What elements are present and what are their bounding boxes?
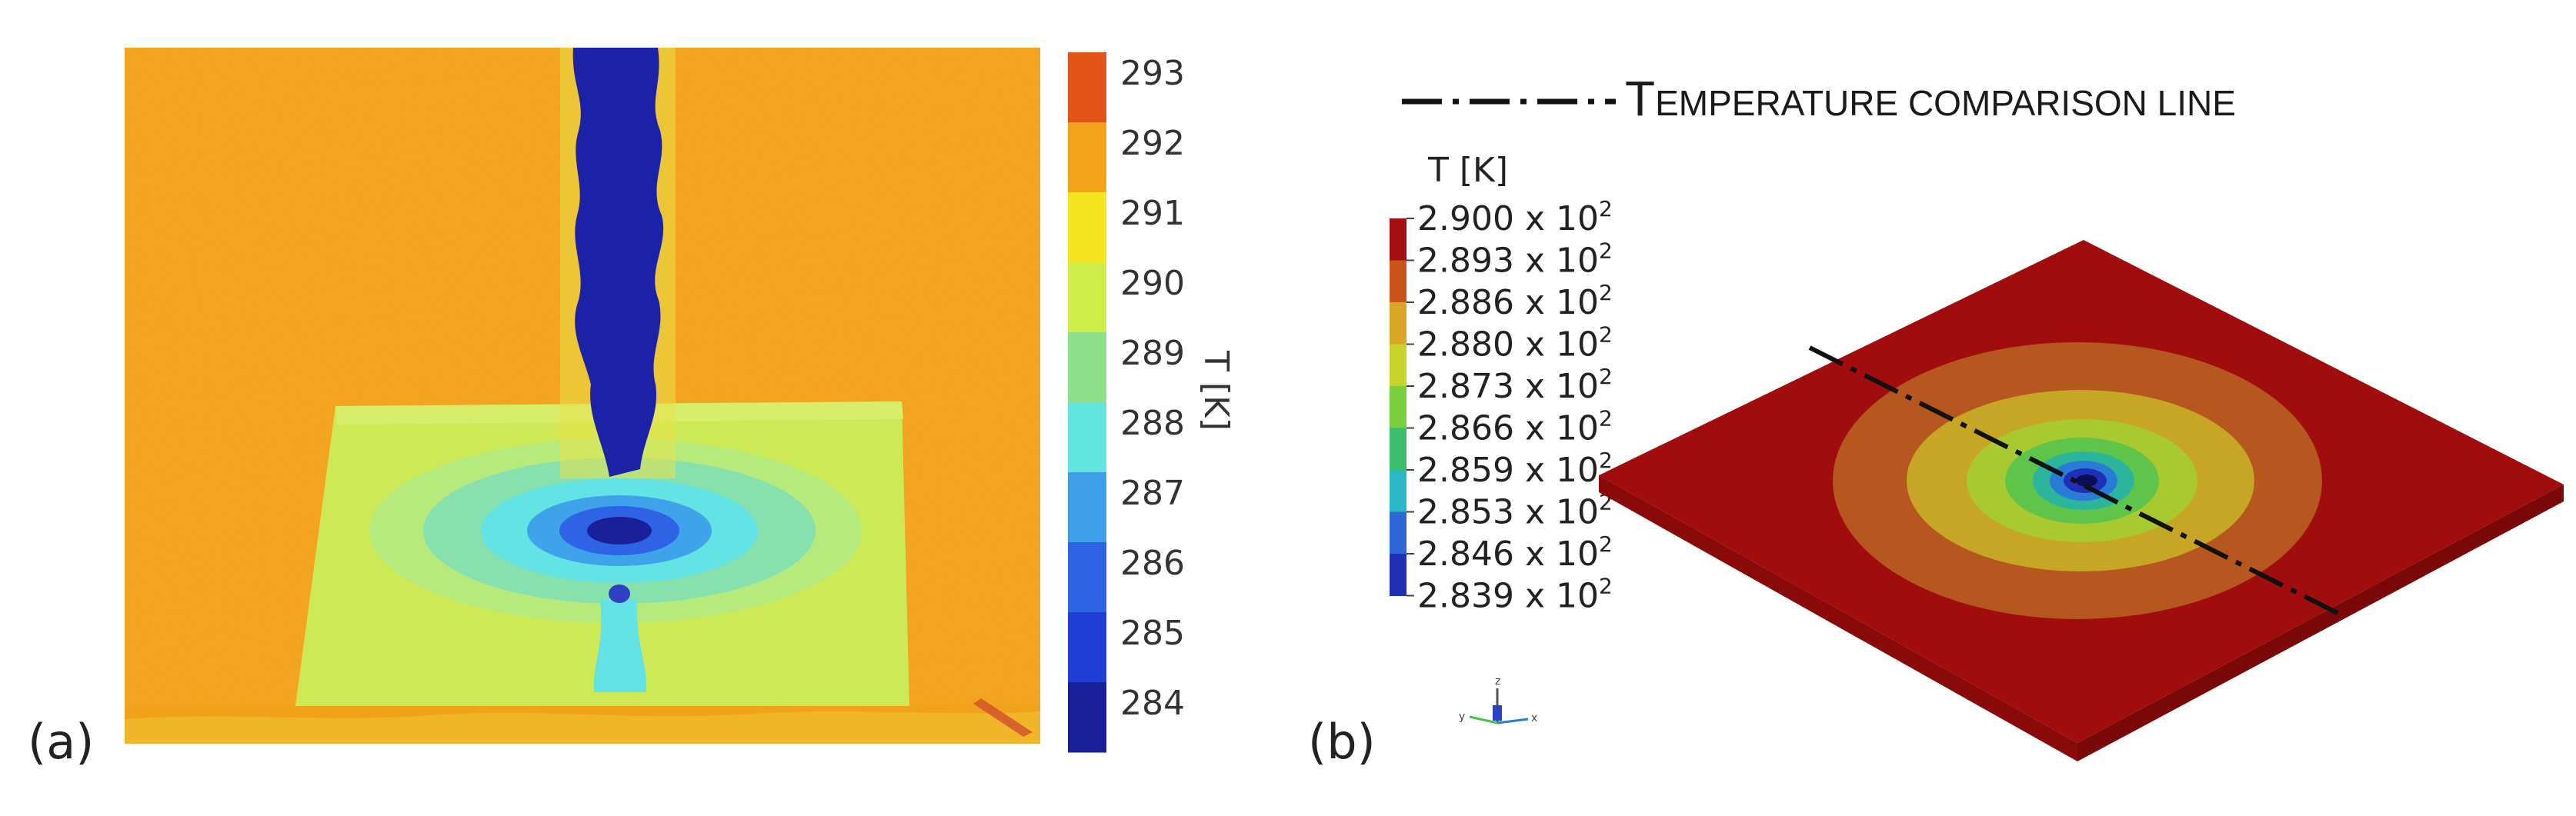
- colorbar-b-tick-label: 2.853 x 102: [1417, 490, 1613, 532]
- axis-triad-icon: z x y: [1459, 675, 1537, 724]
- colorbar-b-segment: [1390, 302, 1406, 345]
- colorbar-b-tick-label: 2.893 x 102: [1417, 238, 1613, 281]
- triad-x-label: x: [1531, 712, 1537, 724]
- temperature-comparison-line: [1808, 345, 2347, 619]
- colorbar-b-tick-label: 2.859 x 102: [1417, 448, 1613, 490]
- colorbar-a-tick-label: 289: [1120, 334, 1185, 373]
- colorbar-a-segment: [1068, 122, 1106, 193]
- colorbar-a-tick-label: 292: [1120, 124, 1185, 163]
- colorbar-b-segment: [1390, 554, 1406, 596]
- colorbar-b-tick-label: 2.873 x 102: [1417, 364, 1613, 406]
- colorbar-b-tick-label: 2.839 x 102: [1417, 574, 1613, 616]
- colorbar-b-tick-label: 2.880 x 102: [1417, 322, 1613, 365]
- legend-text-cap: T: [1625, 71, 1655, 126]
- panel-b-colorbar-unit: T [K]: [1427, 151, 1508, 190]
- colorbar-a-tick-label: 293: [1120, 54, 1185, 93]
- colorbar-a-segment: [1068, 332, 1106, 403]
- colorbar-a-segment: [1068, 402, 1106, 473]
- plate-front-left-side: [1599, 475, 2077, 761]
- colorbar-a-tick-label: 291: [1120, 194, 1185, 233]
- panel-a-thermal-image: [125, 48, 1040, 744]
- panel-a-label: (a): [28, 714, 95, 770]
- colorbar-a-segment: [1068, 542, 1106, 613]
- triad-y-label: y: [1459, 711, 1465, 723]
- colorbar-b-segment: [1390, 511, 1406, 555]
- panel-a-colorbar-unit: T [K]: [1196, 350, 1236, 431]
- cold-ring-6: [587, 517, 652, 545]
- colorbar-b-tick-label: 2.886 x 102: [1417, 280, 1613, 322]
- colorbar-b-tick-label: 2.900 x 102: [1417, 196, 1613, 238]
- colorbar-a-tick-label: 288: [1120, 404, 1185, 443]
- panel-a-colorbar-ticks: 293 292 291 290 289 288 287 286 285 284: [1120, 54, 1185, 723]
- colorbar-a-tick-label: 287: [1120, 474, 1185, 513]
- legend-text-rest: EMPERATURE COMPARISON LINE: [1655, 83, 2236, 123]
- colorbar-b-segment: [1390, 386, 1406, 428]
- colorbar-a-tick-label: 285: [1120, 614, 1185, 653]
- bottom-wavy-edge: [125, 711, 1040, 744]
- jet-column: [572, 48, 664, 477]
- colorbar-a-segment: [1068, 52, 1106, 123]
- drip-tail: [593, 600, 647, 692]
- colorbar-a-segment: [1068, 192, 1106, 263]
- contour-core: [2076, 475, 2097, 487]
- panel-b-simulation-plate: [1599, 240, 2564, 761]
- colorbar-a-segment: [1068, 472, 1106, 543]
- colorbar-b-segment: [1390, 470, 1406, 512]
- triad-z-label: z: [1495, 675, 1500, 688]
- colorbar-b-tick-label: 2.846 x 102: [1417, 531, 1613, 574]
- reddish-streak: [973, 698, 1033, 737]
- colorbar-a-tick-label: 290: [1120, 264, 1185, 303]
- colorbar-b-segment: [1390, 260, 1406, 303]
- colorbar-a-segment: [1068, 262, 1106, 333]
- colorbar-a-tick-label: 286: [1120, 544, 1185, 583]
- panel-a-colorbar: [1068, 52, 1106, 753]
- colorbar-b-segment: [1390, 344, 1406, 387]
- colorbar-b-segment: [1390, 218, 1406, 261]
- colorbar-b-segment: [1390, 428, 1406, 471]
- panel-b-label: (b): [1308, 714, 1376, 770]
- colorbar-a-tick-label: 284: [1120, 684, 1185, 723]
- comparison-line-legend-text: TEMPERATURE COMPARISON LINE: [1625, 71, 2236, 126]
- drip-dot: [609, 585, 630, 603]
- colorbar-a-segment: [1068, 682, 1106, 753]
- plate-front-right-side: [2077, 485, 2564, 761]
- panel-b-colorbar: [1390, 218, 1406, 596]
- colorbar-a-segment: [1068, 612, 1106, 683]
- colorbar-b-tick-label: 2.866 x 102: [1417, 406, 1613, 448]
